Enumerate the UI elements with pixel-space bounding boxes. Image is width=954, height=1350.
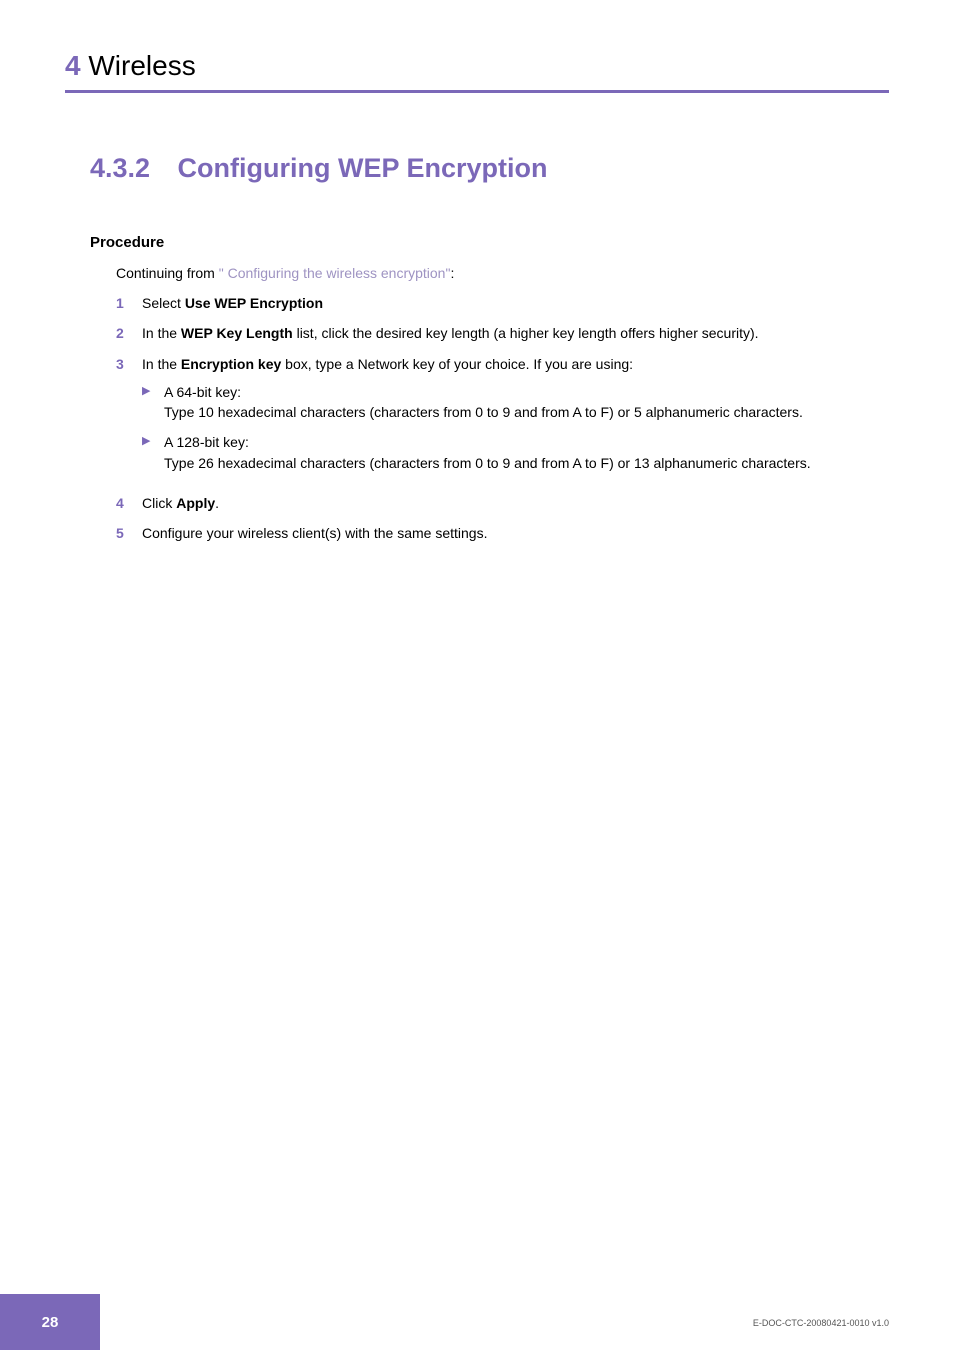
- step-text: Click: [142, 495, 176, 511]
- step-text: box, type a Network key of your choice. …: [281, 356, 633, 372]
- chapter-number: 4: [65, 50, 81, 81]
- procedure-label: Procedure: [90, 234, 889, 251]
- section-heading: 4.3.2 Configuring WEP Encryption: [0, 93, 954, 184]
- sub-item-body: A 64-bit key:Type 10 hexadecimal charact…: [164, 382, 889, 423]
- page-number: 28: [0, 1294, 100, 1350]
- step-text: Configure your wireless client(s) with t…: [142, 525, 487, 541]
- step-body: In the Encryption key box, type a Networ…: [142, 354, 889, 483]
- step-number: 5: [116, 523, 142, 543]
- chapter-name: Wireless: [88, 50, 195, 81]
- step-text: Use WEP Encryption: [185, 295, 323, 311]
- list-item: 2In the WEP Key Length list, click the d…: [116, 323, 889, 343]
- triangle-bullet-icon: ▶: [142, 382, 164, 423]
- step-body: Configure your wireless client(s) with t…: [142, 523, 889, 543]
- intro-suffix: :: [450, 265, 454, 281]
- intro-link[interactable]: " Configuring the wireless encryption": [219, 265, 451, 281]
- procedure-intro: Continuing from " Configuring the wirele…: [116, 265, 889, 281]
- step-text: Apply: [176, 495, 215, 511]
- list-item: 1Select Use WEP Encryption: [116, 293, 889, 313]
- page-header: 4 Wireless: [0, 0, 954, 93]
- procedure-steps: 1Select Use WEP Encryption2In the WEP Ke…: [116, 293, 889, 544]
- sub-item-title: A 128-bit key:: [164, 432, 889, 452]
- step-text: WEP Key Length: [181, 325, 293, 341]
- document-id: E-DOC-CTC-20080421-0010 v1.0: [753, 1318, 889, 1328]
- intro-prefix: Continuing from: [116, 265, 219, 281]
- chapter-title: 4 Wireless: [65, 50, 889, 93]
- step-text: Encryption key: [181, 356, 281, 372]
- step-body: Select Use WEP Encryption: [142, 293, 889, 313]
- sub-list-item: ▶A 64-bit key:Type 10 hexadecimal charac…: [142, 382, 889, 423]
- step-text: In the: [142, 325, 181, 341]
- list-item: 3In the Encryption key box, type a Netwo…: [116, 354, 889, 483]
- sub-item-desc: Type 10 hexadecimal characters (characte…: [164, 402, 889, 422]
- step-number: 2: [116, 323, 142, 343]
- step-text: In the: [142, 356, 181, 372]
- triangle-bullet-icon: ▶: [142, 432, 164, 473]
- step-text: .: [215, 495, 219, 511]
- sub-item-body: A 128-bit key:Type 26 hexadecimal charac…: [164, 432, 889, 473]
- content-body: Procedure Continuing from " Configuring …: [0, 184, 954, 544]
- step-number: 3: [116, 354, 142, 483]
- sub-item-title: A 64-bit key:: [164, 382, 889, 402]
- list-item: 5Configure your wireless client(s) with …: [116, 523, 889, 543]
- section-number: 4.3.2: [90, 153, 170, 184]
- section-title: Configuring WEP Encryption: [178, 153, 548, 183]
- step-number: 4: [116, 493, 142, 513]
- sub-list: ▶A 64-bit key:Type 10 hexadecimal charac…: [142, 382, 889, 473]
- sub-list-item: ▶A 128-bit key:Type 26 hexadecimal chara…: [142, 432, 889, 473]
- list-item: 4Click Apply.: [116, 493, 889, 513]
- step-text: list, click the desired key length (a hi…: [293, 325, 759, 341]
- page-footer: 28 E-DOC-CTC-20080421-0010 v1.0: [0, 1294, 954, 1350]
- step-text: Select: [142, 295, 185, 311]
- sub-item-desc: Type 26 hexadecimal characters (characte…: [164, 453, 889, 473]
- step-number: 1: [116, 293, 142, 313]
- step-body: In the WEP Key Length list, click the de…: [142, 323, 889, 343]
- step-body: Click Apply.: [142, 493, 889, 513]
